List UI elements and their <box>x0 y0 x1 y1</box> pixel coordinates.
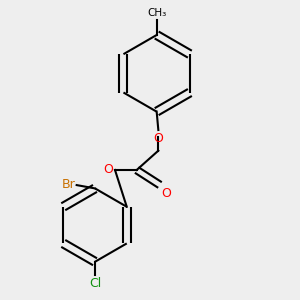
Text: O: O <box>103 163 113 176</box>
Text: Cl: Cl <box>89 277 101 290</box>
Text: CH₃: CH₃ <box>147 8 166 18</box>
Text: O: O <box>153 132 163 145</box>
Text: Br: Br <box>61 178 75 191</box>
Text: O: O <box>162 187 172 200</box>
